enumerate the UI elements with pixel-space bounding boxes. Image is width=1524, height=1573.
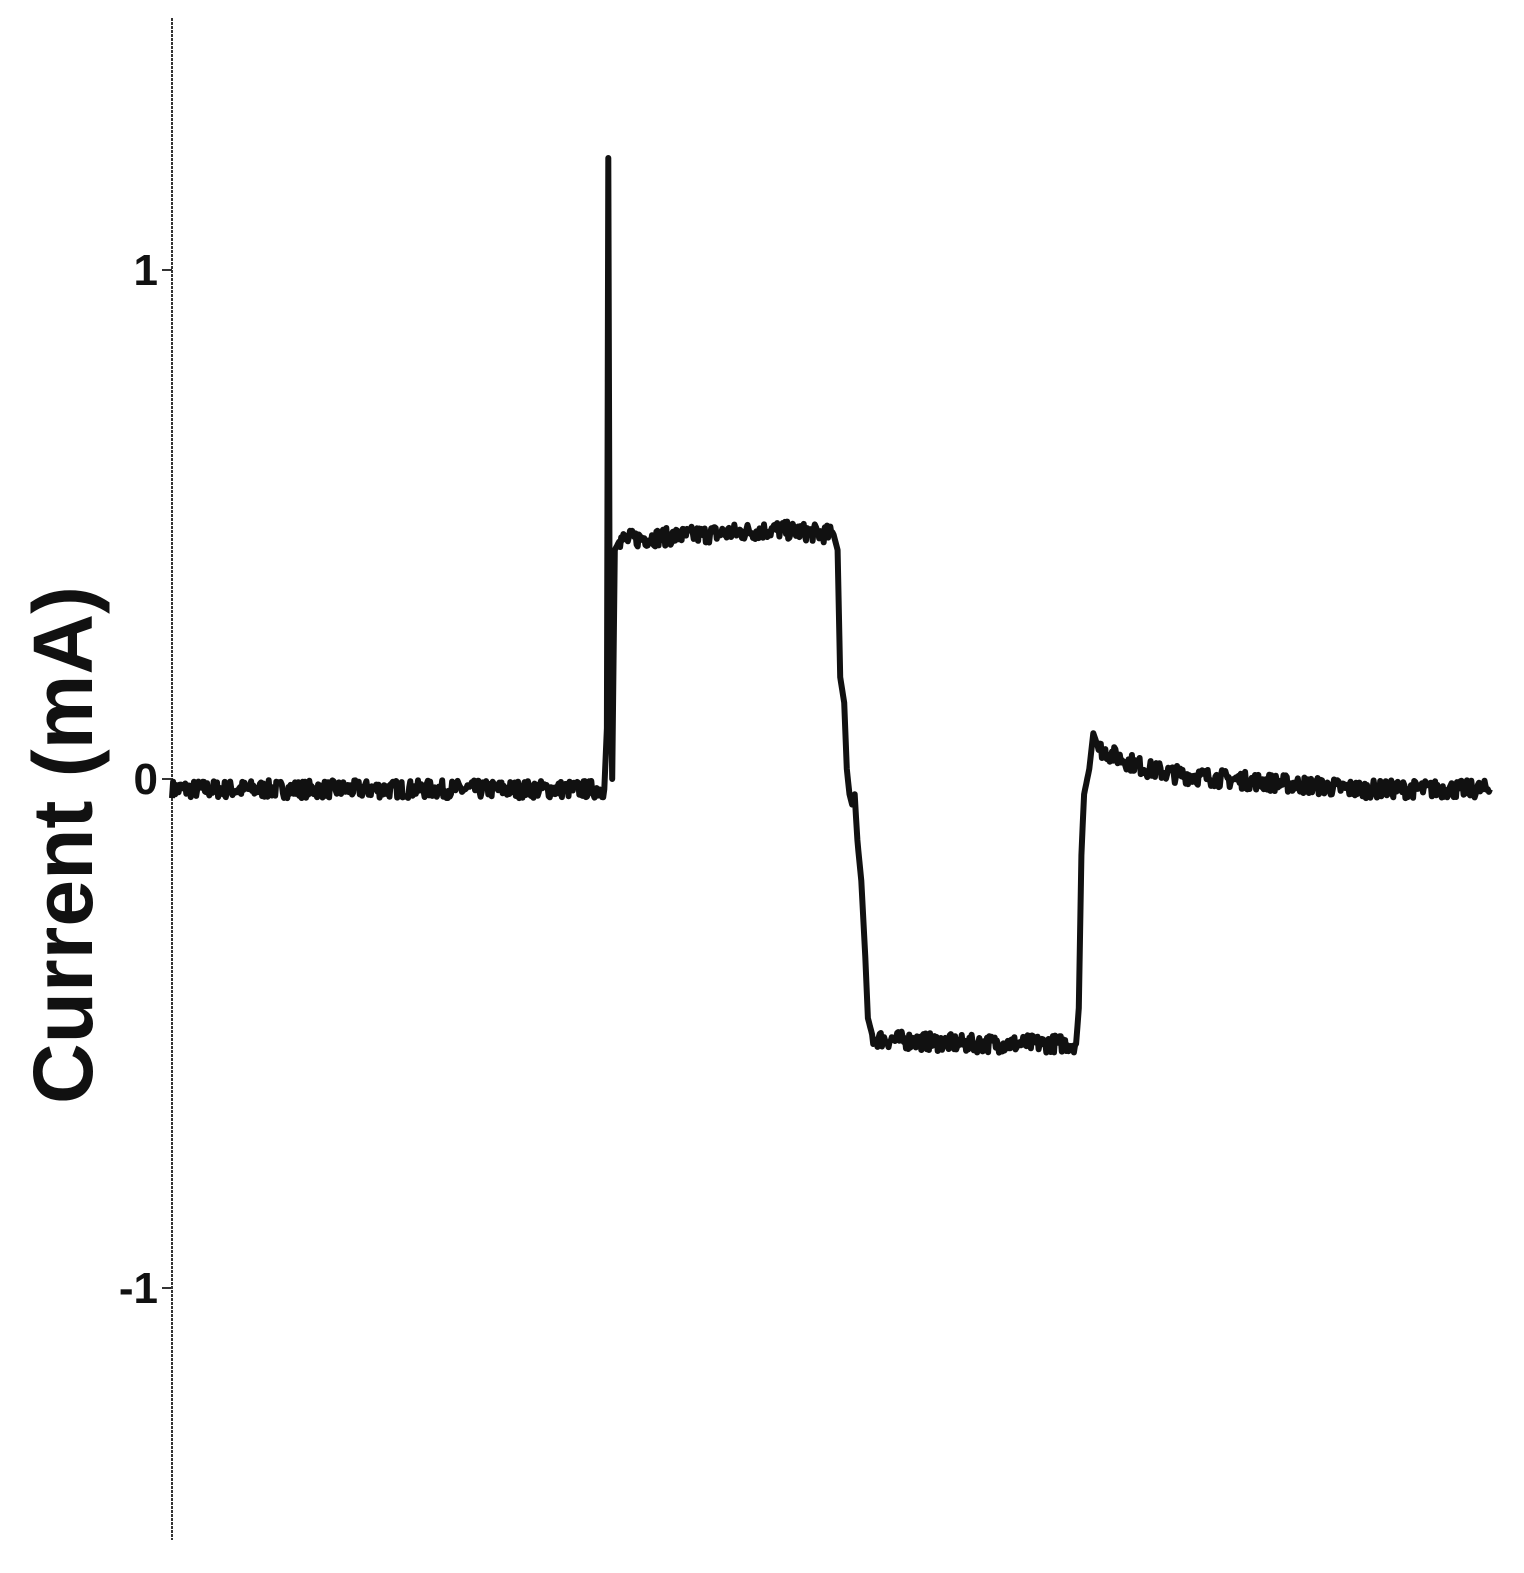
series-line — [169, 155, 1493, 1056]
y-tick-label: -1 — [119, 1264, 158, 1313]
series-layer — [169, 155, 1493, 1056]
y-axis-title: Current (mA) — [16, 586, 110, 1104]
y-tick-label: 1 — [134, 246, 158, 295]
y-axis-ticks: 1 0 -1 — [119, 246, 172, 1313]
y-tick-label: 0 — [134, 755, 158, 804]
